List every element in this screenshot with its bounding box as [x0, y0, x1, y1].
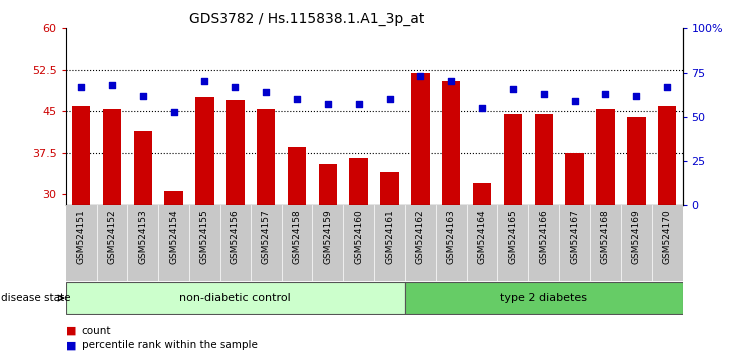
Text: GSM524165: GSM524165 — [508, 209, 518, 264]
Bar — [380, 172, 399, 205]
Text: GSM524151: GSM524151 — [77, 209, 85, 264]
Point — [137, 93, 149, 98]
Point — [631, 93, 642, 98]
Point — [384, 96, 396, 102]
Point — [476, 105, 488, 111]
Bar — [251, 205, 282, 281]
Point — [415, 73, 426, 79]
Bar — [72, 106, 91, 205]
Text: GSM524157: GSM524157 — [261, 209, 271, 264]
Text: GSM524169: GSM524169 — [631, 209, 641, 264]
Point — [75, 84, 87, 90]
Bar — [559, 205, 590, 281]
Bar — [164, 192, 183, 205]
Text: percentile rank within the sample: percentile rank within the sample — [82, 340, 258, 350]
Bar — [565, 153, 584, 205]
Text: count: count — [82, 326, 111, 336]
Bar — [442, 81, 461, 205]
Bar — [658, 106, 677, 205]
Point — [106, 82, 118, 88]
Bar — [411, 73, 430, 205]
Point — [569, 98, 580, 104]
Point — [599, 91, 611, 97]
Bar — [226, 100, 245, 205]
Text: GSM524159: GSM524159 — [323, 209, 332, 264]
Point — [353, 102, 364, 107]
Bar — [652, 205, 683, 281]
Bar — [504, 114, 522, 205]
Bar — [534, 114, 553, 205]
Text: GSM524156: GSM524156 — [231, 209, 240, 264]
Text: ■: ■ — [66, 326, 76, 336]
Bar — [134, 131, 152, 205]
Point — [507, 86, 519, 91]
Bar — [103, 109, 121, 205]
Text: GSM524158: GSM524158 — [293, 209, 301, 264]
Text: GSM524154: GSM524154 — [169, 209, 178, 264]
Text: GSM524160: GSM524160 — [354, 209, 364, 264]
Bar — [158, 205, 189, 281]
Bar — [596, 109, 615, 205]
Text: GDS3782 / Hs.115838.1.A1_3p_at: GDS3782 / Hs.115838.1.A1_3p_at — [189, 12, 424, 27]
Text: GSM524164: GSM524164 — [477, 209, 487, 264]
Bar — [590, 205, 620, 281]
Bar — [405, 282, 683, 314]
Point — [322, 102, 334, 107]
Point — [229, 84, 241, 90]
Text: GSM524167: GSM524167 — [570, 209, 579, 264]
Bar — [189, 205, 220, 281]
Text: GSM524166: GSM524166 — [539, 209, 548, 264]
Point — [261, 89, 272, 95]
Bar — [466, 205, 497, 281]
Text: GSM524161: GSM524161 — [385, 209, 394, 264]
Bar — [374, 205, 405, 281]
Bar — [436, 205, 466, 281]
Bar — [127, 205, 158, 281]
Bar — [318, 164, 337, 205]
Point — [291, 96, 303, 102]
Point — [538, 91, 550, 97]
Bar — [96, 205, 128, 281]
Text: GSM524153: GSM524153 — [138, 209, 147, 264]
Text: non-diabetic control: non-diabetic control — [180, 293, 291, 303]
Bar — [405, 205, 436, 281]
Text: disease state: disease state — [1, 293, 71, 303]
Text: ■: ■ — [66, 340, 76, 350]
Bar — [282, 205, 312, 281]
Bar — [627, 117, 645, 205]
Bar — [220, 205, 251, 281]
Point — [199, 79, 210, 84]
Point — [445, 79, 457, 84]
Text: GSM524163: GSM524163 — [447, 209, 456, 264]
Text: GSM524152: GSM524152 — [107, 209, 117, 264]
Bar — [343, 205, 374, 281]
Bar — [620, 205, 652, 281]
Point — [661, 84, 673, 90]
Text: GSM524155: GSM524155 — [200, 209, 209, 264]
Text: type 2 diabetes: type 2 diabetes — [500, 293, 587, 303]
Text: GSM524170: GSM524170 — [663, 209, 672, 264]
Bar — [257, 109, 275, 205]
Bar — [195, 97, 214, 205]
Bar — [66, 205, 96, 281]
Text: GSM524162: GSM524162 — [416, 209, 425, 264]
Bar — [66, 282, 405, 314]
Bar — [473, 183, 491, 205]
Bar — [529, 205, 559, 281]
Bar — [312, 205, 343, 281]
Bar — [498, 205, 529, 281]
Point — [168, 109, 180, 114]
Bar — [288, 147, 307, 205]
Bar — [350, 158, 368, 205]
Text: GSM524168: GSM524168 — [601, 209, 610, 264]
